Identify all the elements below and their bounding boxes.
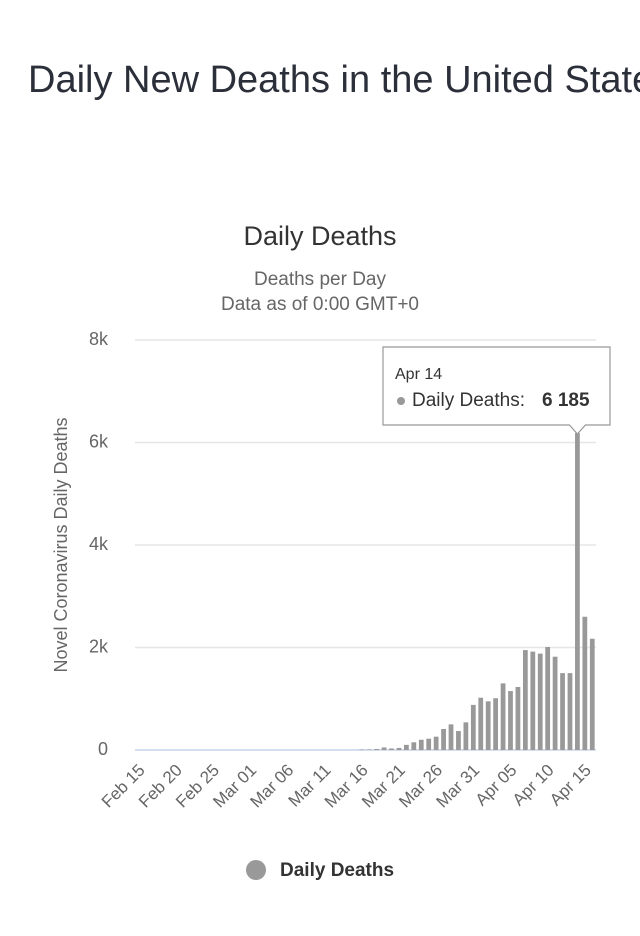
bar (411, 742, 417, 750)
bar (545, 646, 551, 750)
x-tick-label: Apr 05 (472, 761, 521, 810)
bar (485, 701, 491, 750)
bar (515, 686, 521, 750)
y-tick-label: 8k (89, 329, 109, 349)
bar (396, 747, 402, 750)
bar (470, 704, 476, 750)
chart-subtitle: Deaths per Day (254, 269, 387, 290)
bar (448, 724, 454, 750)
bar (493, 698, 499, 750)
bar (530, 651, 536, 750)
bar (522, 650, 528, 750)
bar (508, 691, 513, 750)
bar (575, 433, 580, 750)
bar (441, 728, 446, 750)
bar (478, 697, 484, 750)
chart-subtitle: Data as of 0:00 GMT+0 (221, 294, 419, 315)
bar (374, 748, 380, 750)
bar (404, 744, 409, 750)
y-tick-label: 4k (89, 534, 109, 554)
bar (589, 638, 595, 750)
bar (463, 722, 469, 750)
x-tick-label: Apr 15 (546, 761, 595, 810)
tooltip-date: Apr 14 (395, 366, 442, 383)
tooltip: Apr 14 Daily Deaths: 6 185 (382, 346, 611, 435)
y-tick-label: 6k (89, 431, 109, 451)
x-tick-label: Apr 10 (509, 761, 558, 810)
tooltip-value: 6 185 (542, 390, 590, 411)
bar (456, 731, 461, 750)
y-tick-label: 2k (89, 636, 109, 656)
bar (381, 747, 387, 750)
legend[interactable]: Daily Deaths (246, 860, 394, 881)
bar (389, 748, 394, 750)
y-axis-label: Novel Coronavirus Daily Deaths (51, 417, 71, 672)
bar (418, 739, 424, 750)
chart-title: Daily Deaths (243, 221, 396, 251)
tooltip-label: Daily Deaths: (412, 390, 525, 411)
bar (567, 673, 573, 750)
bar (552, 656, 558, 750)
bar (582, 616, 588, 750)
bar (433, 736, 439, 750)
bar (500, 683, 506, 750)
bar (359, 749, 365, 750)
bar (426, 738, 432, 750)
legend-label[interactable]: Daily Deaths (280, 860, 394, 881)
bar (560, 673, 565, 750)
tooltip-box (382, 346, 611, 435)
bar (537, 653, 543, 750)
legend-swatch[interactable] (246, 860, 266, 880)
bar (366, 749, 372, 750)
tooltip-dot (397, 397, 405, 405)
y-tick-label: 0 (98, 739, 108, 759)
page-title: Daily New Deaths in the United States (28, 59, 640, 101)
